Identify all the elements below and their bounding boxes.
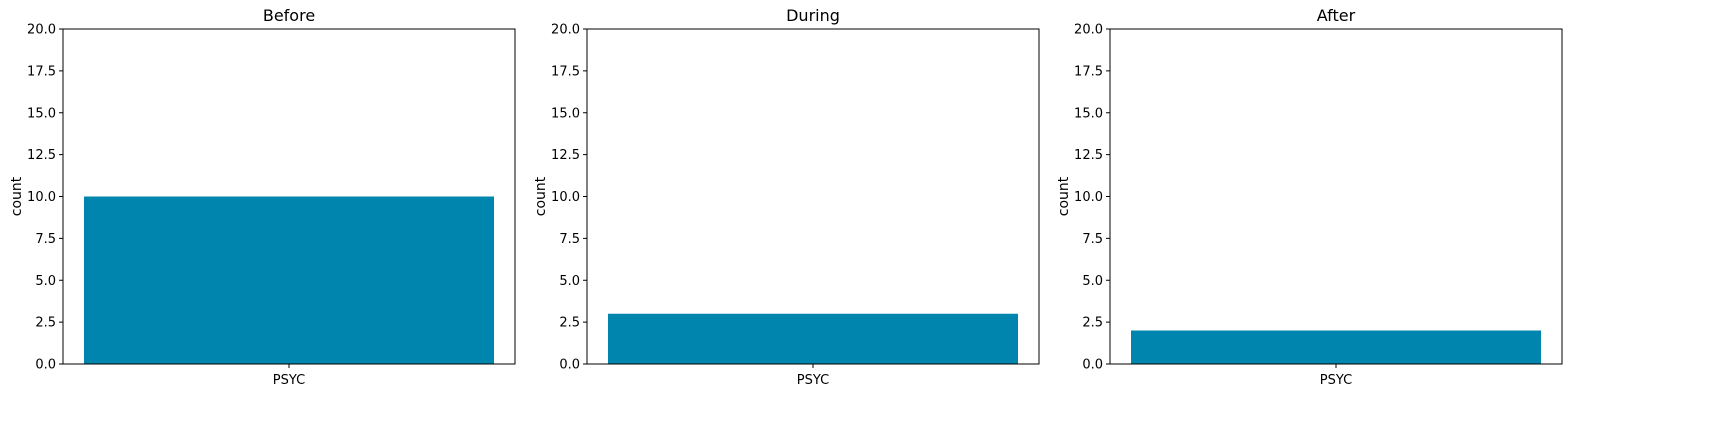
y-tick-label: 0.0 [1082,358,1103,373]
y-tick-label: 2.5 [1082,316,1103,331]
y-tick-label: 17.5 [1074,64,1103,79]
bar-psyc [84,196,494,364]
x-tick-label: PSYC [797,373,829,388]
plot-frame [1109,28,1563,365]
y-tick-label: 15.0 [27,106,56,121]
y-tick-label: 2.5 [35,316,56,331]
x-tick-label: PSYC [273,373,305,388]
chart-title: During [786,6,840,25]
y-tick-label: 15.0 [551,106,580,121]
chart-title: Before [263,6,315,25]
y-tick-label: 5.0 [35,274,56,289]
x-tick-label: PSYC [1320,373,1352,388]
y-tick-label: 17.5 [551,64,580,79]
y-tick-label: 10.0 [551,190,580,205]
y-tick-label: 20.0 [551,23,580,38]
y-tick-label: 0.0 [35,358,56,373]
y-tick-label: 20.0 [1074,23,1103,38]
y-tick-label: 2.5 [559,316,580,331]
y-tick-label: 20.0 [27,23,56,38]
y-tick-label: 12.5 [551,148,580,163]
chart-panel-1: 0.0 2.5 5.0 7.5 10.0 12.5 15.0 17.5 20.0 PSYC coun… [9,6,516,388]
y-tick-label: 0.0 [559,358,580,373]
bar-psyc [608,313,1018,364]
bar-psyc [1131,330,1541,364]
y-tick-label: 12.5 [1074,148,1103,163]
y-tick-label: 7.5 [559,232,580,247]
y-tick-label: 5.0 [1082,274,1103,289]
chart-panel-3: 0.0 2.5 5.0 7.5 10.0 12.5 15.0 17.5 20.0 PSYC coun… [1056,6,1563,388]
y-axis-title: count [9,176,25,216]
y-tick-label: 12.5 [27,148,56,163]
y-tick-label: 10.0 [27,190,56,205]
y-tick-label: 5.0 [559,274,580,289]
y-tick-label: 7.5 [35,232,56,247]
chart-title: After [1317,6,1356,25]
y-tick-label: 10.0 [1074,190,1103,205]
y-tick-label: 15.0 [1074,106,1103,121]
y-axis-title: count [1056,176,1072,216]
y-axis-title: count [533,176,549,216]
y-tick-label: 7.5 [1082,232,1103,247]
chart-panel-2: 0.0 2.5 5.0 7.5 10.0 12.5 15.0 17.5 20.0 PSYC coun… [533,6,1040,388]
y-tick-label: 17.5 [27,64,56,79]
